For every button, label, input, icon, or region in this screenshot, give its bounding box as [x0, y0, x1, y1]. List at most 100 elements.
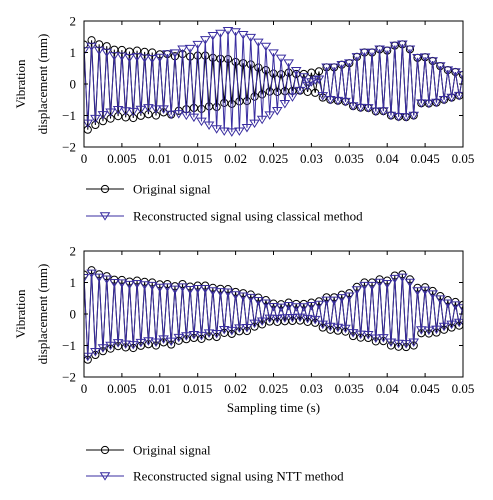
reconstructed-signal-point	[184, 285, 196, 295]
original-signal-point	[239, 59, 248, 68]
reconstructed-signal-point	[237, 31, 249, 40]
legend-reconstructed-classical-marker	[86, 212, 124, 221]
y-tick-label: −1	[62, 108, 76, 123]
original-signal-point	[114, 112, 123, 121]
reconstructed-signal-point	[271, 314, 283, 324]
reconstructed-signal-point	[234, 127, 245, 136]
reconstructed-signal-point	[275, 54, 287, 64]
legend-original-marker	[86, 445, 124, 455]
reconstructed-signal-point	[393, 112, 404, 122]
reconstructed-signal-markers	[84, 269, 463, 362]
reconstructed-signal-point	[362, 330, 374, 340]
reconstructed-signal-point	[177, 45, 188, 55]
legend-original-label: Original signal	[133, 182, 211, 197]
reconstructed-signal-point	[283, 302, 294, 311]
reconstructed-signal-point	[389, 274, 401, 284]
reconstructed-signal-point	[397, 40, 408, 49]
reconstructed-signal-point	[378, 334, 389, 343]
reconstructed-signal-point	[173, 333, 185, 343]
reconstructed-signal-point	[84, 352, 94, 362]
reconstructed-signal-point	[124, 280, 135, 290]
reconstructed-signal-point	[173, 110, 185, 119]
reconstructed-signal-point	[256, 317, 268, 326]
reconstructed-signal-point	[135, 105, 147, 115]
original-signal-point	[212, 102, 221, 112]
reconstructed-signal-point	[264, 314, 276, 324]
original-signal-point	[307, 68, 316, 77]
reconstructed-signal-point	[158, 335, 169, 344]
reconstructed-signal-point	[427, 290, 438, 299]
original-signal-point	[231, 57, 240, 67]
reconstructed-signal-point	[450, 68, 461, 77]
x-tick-label: 0.03	[300, 151, 323, 166]
original-signal-point	[129, 113, 138, 123]
reconstructed-signal-point	[317, 320, 329, 330]
reconstructed-signal-point	[249, 119, 260, 129]
reconstructed-signal-point	[434, 295, 446, 304]
reconstructed-signal-point	[116, 279, 128, 288]
reconstructed-signal-point	[359, 281, 370, 291]
legend-triangle-marker	[99, 472, 111, 481]
x-tick-label: 0.005	[107, 151, 136, 166]
reconstructed-signal-line	[84, 30, 463, 133]
reconstructed-signal-point	[158, 105, 169, 114]
reconstructed-signal-point	[347, 102, 359, 111]
reconstructed-signal-point	[355, 330, 366, 340]
reconstructed-signal-point	[370, 107, 382, 117]
x-tick-label: 0.015	[183, 151, 212, 166]
reconstructed-signal-point	[370, 334, 382, 343]
reconstructed-signal-point	[109, 52, 120, 61]
reconstructed-signal-point	[192, 40, 204, 50]
reconstructed-signal-point	[105, 341, 116, 351]
original-signal-point	[250, 92, 259, 101]
x-tick-label: 0	[81, 151, 88, 166]
reconstructed-signal-point	[199, 36, 211, 45]
reconstructed-signal-point	[127, 341, 139, 350]
legend-reconstructed-ntt-label: Reconstructed signal using NTT method	[133, 469, 344, 484]
reconstructed-signal-point	[84, 273, 90, 283]
reconstructed-signal-point	[362, 104, 374, 113]
reconstructed-signal-point	[287, 313, 298, 323]
reconstructed-signal-point	[298, 73, 310, 82]
reconstructed-signal-point	[397, 273, 408, 283]
reconstructed-signal-point	[120, 340, 131, 349]
reconstructed-signal-point	[116, 52, 128, 61]
reconstructed-signal-point	[328, 296, 340, 306]
reconstructed-signal-point	[351, 53, 363, 62]
reconstructed-signal-point	[438, 322, 450, 332]
reconstructed-signal-point	[245, 293, 257, 303]
reconstructed-signal-point	[332, 323, 344, 333]
chart-top-ylabel-line2: displacement (mm)	[35, 34, 50, 135]
reconstructed-signal-point	[400, 113, 412, 122]
reconstructed-signal-point	[256, 115, 268, 125]
reconstructed-signal-point	[253, 38, 264, 48]
reconstructed-signal-point	[431, 98, 442, 108]
reconstructed-signal-point	[446, 320, 457, 330]
legend-original-marker	[86, 184, 124, 194]
reconstructed-signal-point	[268, 302, 279, 312]
reconstructed-signal-point	[294, 86, 306, 96]
x-tick-label: 0.05	[452, 151, 475, 166]
reconstructed-signal-point	[215, 288, 226, 297]
legend-original-label: Original signal	[133, 443, 211, 458]
reconstructed-signal-point	[321, 63, 332, 72]
reconstructed-signal-point	[211, 330, 222, 339]
reconstructed-signal-point	[412, 287, 423, 296]
original-signal-point	[201, 51, 210, 60]
reconstructed-signal-point	[419, 53, 431, 62]
original-signal-point	[246, 60, 255, 69]
original-signal-point	[151, 111, 161, 120]
reconstructed-signal-point	[86, 269, 97, 279]
reconstructed-signal-point	[97, 344, 109, 353]
y-tick-label: 1	[70, 45, 77, 60]
reconstructed-signal-point	[268, 49, 279, 58]
reconstructed-signal-point	[389, 41, 401, 51]
chart-top: 0 0.005 0.01 0.015 0.02 0.025 0.03 0.035 0.04 0.0…	[13, 14, 474, 224]
reconstructed-signal-point	[416, 99, 427, 108]
reconstructed-signal-point	[279, 100, 291, 109]
x-tick-label: 0.05	[452, 381, 475, 396]
x-tick-label: 0.02	[224, 381, 247, 396]
reconstructed-signal-point	[381, 279, 393, 289]
reconstructed-signal-point	[181, 111, 192, 121]
reconstructed-signal-point	[203, 329, 215, 338]
